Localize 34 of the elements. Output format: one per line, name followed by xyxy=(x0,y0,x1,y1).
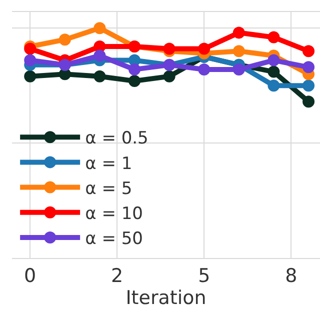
x-tick-label: 0 xyxy=(24,264,36,287)
point xyxy=(163,70,176,82)
point xyxy=(24,42,36,55)
point xyxy=(232,63,245,76)
legend-label: α = 10 xyxy=(85,204,143,224)
legend-label: α = 50 xyxy=(85,229,143,250)
point xyxy=(94,50,106,62)
point xyxy=(302,80,315,92)
point xyxy=(302,96,315,108)
point xyxy=(268,80,280,92)
point xyxy=(58,34,71,46)
point xyxy=(198,63,210,76)
point xyxy=(268,66,280,78)
point xyxy=(94,70,106,82)
point xyxy=(128,63,140,76)
point xyxy=(268,54,280,66)
legend-label: α = 5 xyxy=(85,178,132,199)
x-tick-label: 2 xyxy=(111,264,124,287)
point xyxy=(302,45,315,58)
point xyxy=(232,26,245,39)
legend-label: α = 0.5 xyxy=(85,128,148,149)
legend-label: α = 1 xyxy=(85,154,132,174)
point xyxy=(198,42,210,55)
point xyxy=(232,45,245,58)
point xyxy=(163,42,176,55)
point xyxy=(268,31,280,44)
x-tick-label: 5 xyxy=(198,264,210,287)
point xyxy=(94,22,106,34)
x-axis-title: Iteration xyxy=(126,286,206,309)
point xyxy=(302,61,315,74)
point xyxy=(128,74,140,87)
point xyxy=(24,54,36,66)
x-tick-label: 8 xyxy=(285,264,298,287)
point xyxy=(24,70,36,82)
